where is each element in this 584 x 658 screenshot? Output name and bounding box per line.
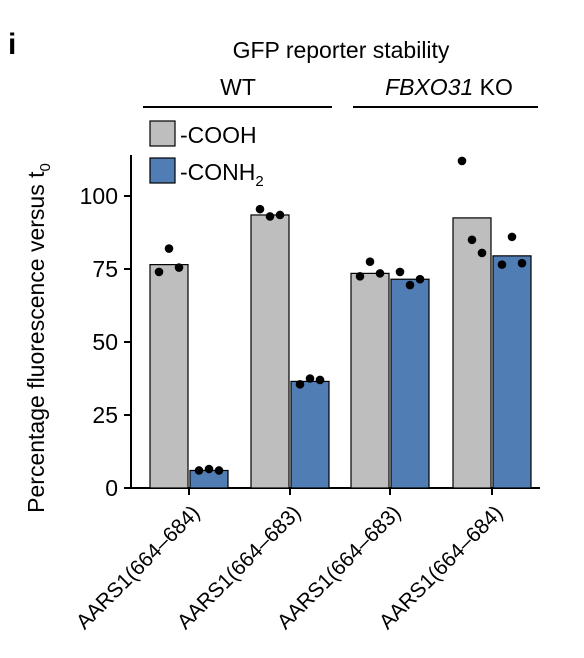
legend-swatch-cooh xyxy=(149,120,176,147)
point-cooh-1-2 xyxy=(164,244,174,253)
legend-label-conh2: -CONH2 xyxy=(180,159,264,190)
y-axis-label: Percentage fluorescence versus t0 xyxy=(23,163,54,513)
chart-title: GFP reporter stability xyxy=(233,37,450,63)
group-label-wt: WT xyxy=(220,74,256,100)
point-conh2-3-2 xyxy=(405,280,415,290)
point-cooh-4-1 xyxy=(457,156,467,166)
point-cooh-1-1 xyxy=(154,267,164,277)
bar-conh2-2 xyxy=(290,380,330,489)
y-tick-label-100: 100 xyxy=(80,183,118,209)
bar-conh2-3 xyxy=(390,278,430,489)
point-conh2-2-3 xyxy=(315,375,325,385)
point-conh2-4-3 xyxy=(517,258,527,268)
point-cooh-2-2 xyxy=(265,212,275,221)
legend-swatch-conh2 xyxy=(149,157,176,184)
bar-cooh-4 xyxy=(452,217,492,489)
point-cooh-3-3 xyxy=(375,269,385,278)
point-conh2-2-1 xyxy=(295,380,305,389)
bar-cooh-1 xyxy=(149,264,189,489)
point-cooh-3-2 xyxy=(365,257,375,267)
y-tick-label-0: 0 xyxy=(105,475,118,501)
legend-label-cooh: -COOH xyxy=(180,122,257,148)
bar-cooh-3 xyxy=(350,272,390,489)
group-label-ko: FBXO31 KO xyxy=(385,74,513,100)
point-conh2-4-1 xyxy=(497,260,507,269)
point-cooh-2-1 xyxy=(255,204,265,214)
bar-cooh-2 xyxy=(250,214,290,489)
point-cooh-1-3 xyxy=(174,263,184,272)
point-conh2-4-2 xyxy=(507,232,517,242)
point-cooh-2-3 xyxy=(275,210,285,220)
y-tick-label-25: 25 xyxy=(92,402,118,428)
point-conh2-3-3 xyxy=(415,274,425,284)
point-conh2-3-1 xyxy=(395,267,405,277)
point-conh2-1-3 xyxy=(214,466,224,475)
point-conh2-2-2 xyxy=(305,374,315,383)
y-tick-label-50: 50 xyxy=(92,329,118,355)
point-cooh-4-3 xyxy=(477,248,487,258)
point-cooh-4-2 xyxy=(467,235,477,245)
bar-conh2-4 xyxy=(492,255,532,489)
point-cooh-3-1 xyxy=(355,272,365,281)
y-tick-label-75: 75 xyxy=(92,256,118,282)
plot-area: 0255075100AARS1(664–684)AARS1(664–683)AA… xyxy=(72,155,540,634)
point-conh2-1-2 xyxy=(204,464,214,474)
panel-label: i xyxy=(8,28,16,61)
point-conh2-1-1 xyxy=(194,466,204,475)
